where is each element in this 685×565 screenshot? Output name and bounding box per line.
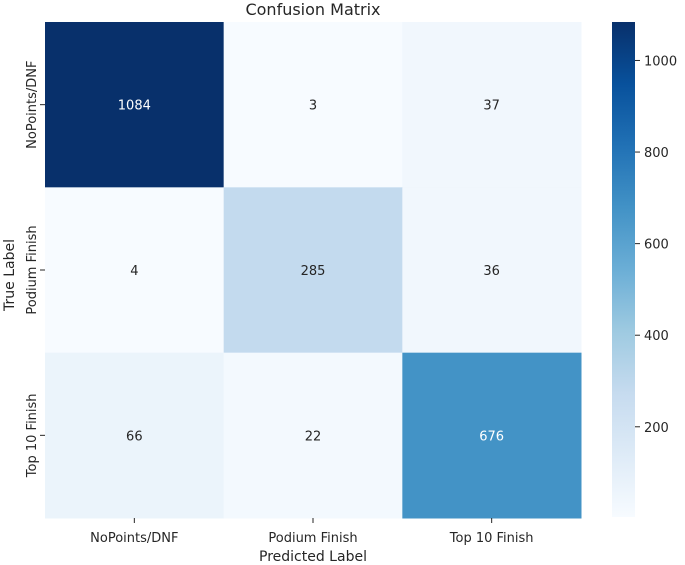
y-tick-label: Podium Finish: [25, 225, 40, 314]
cell-value-label: 22: [305, 429, 322, 444]
cell-value-label: 3: [309, 99, 317, 114]
colorbar-tick-label: 400: [644, 329, 669, 344]
y-tick-label: Top 10 Finish: [25, 393, 40, 478]
x-axis-label: Predicted Label: [259, 549, 367, 565]
chart-title: Confusion Matrix: [245, 0, 380, 19]
cell-value-label: 36: [483, 264, 500, 279]
heatmap-cell: [402, 352, 582, 519]
cell-value-label: 37: [483, 99, 500, 114]
cell-value-label: 1084: [118, 99, 151, 114]
cell-value-label: 676: [479, 429, 504, 444]
x-tick-label: Top 10 Finish: [449, 531, 534, 546]
heatmap-cell: [223, 22, 403, 188]
colorbar-ticks: 200 400 600 800 1000: [635, 54, 677, 436]
y-axis-label: True Label: [2, 239, 18, 312]
y-tick-label: NoPoints/DNF: [25, 61, 40, 149]
heatmap-cell: [223, 187, 403, 354]
heatmap-cell: [402, 22, 582, 188]
colorbar-tick-label: 1000: [644, 54, 677, 69]
heatmap-cell: [402, 187, 582, 354]
colorbar: 200 400 600 800 1000: [612, 22, 677, 517]
heatmap-cell: [45, 187, 225, 354]
x-tick-label: Podium Finish: [268, 531, 357, 546]
y-axis: NoPoints/DNF Podium Finish Top 10 Finish: [25, 61, 45, 478]
x-axis: NoPoints/DNF Podium Finish Top 10 Finish: [90, 518, 534, 546]
cell-value-label: 66: [126, 429, 143, 444]
x-tick-label: NoPoints/DNF: [90, 531, 178, 546]
heatmap-cell: [45, 352, 225, 519]
colorbar-tick-label: 800: [644, 146, 669, 161]
cell-value-label: 285: [301, 264, 326, 279]
cell-value-label: 4: [130, 264, 138, 279]
colorbar-gradient: [612, 22, 635, 517]
heatmap-cell: [223, 352, 403, 519]
heatmap-cell: [45, 22, 225, 188]
colorbar-tick-label: 200: [644, 421, 669, 436]
colorbar-tick-label: 600: [644, 238, 669, 253]
heatmap-cells: 1084 3 37 4 285 36 66 22 676: [45, 22, 582, 519]
